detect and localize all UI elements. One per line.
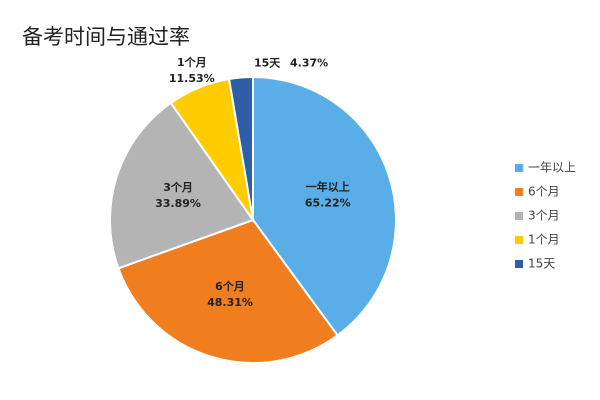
legend-label: 6个月: [528, 185, 560, 199]
legend-label: 15天: [528, 257, 555, 271]
slice-value-label: 65.22%: [305, 197, 351, 210]
legend-swatch: [515, 260, 523, 268]
legend-swatch: [515, 164, 523, 172]
legend-label: 3个月: [528, 209, 560, 223]
chart-title: 备考时间与通过率: [22, 25, 190, 49]
slice-category-label: 一年以上: [306, 180, 350, 194]
slice-category-label: 6个月: [215, 279, 245, 293]
legend-swatch: [515, 212, 523, 220]
slice-value-label: 11.53%: [169, 72, 215, 85]
slice-category-label: 15天: [254, 57, 281, 70]
slice-value-label: 4.37%: [290, 57, 328, 70]
slice-category-label: 3个月: [163, 180, 193, 194]
pie-slice: [109, 101, 255, 270]
legend-swatch: [515, 236, 523, 244]
pie-slice: [117, 218, 339, 364]
slice-value-label: 33.89%: [155, 197, 201, 210]
legend-label: 1个月: [528, 233, 560, 247]
pie-slice: [227, 75, 254, 221]
slice-category-label: 1个月: [177, 55, 207, 69]
slice-value-label: 48.31%: [207, 296, 253, 309]
legend-label: 一年以上: [528, 161, 576, 175]
legend-swatch: [515, 188, 523, 196]
pie-slice: [252, 75, 397, 337]
